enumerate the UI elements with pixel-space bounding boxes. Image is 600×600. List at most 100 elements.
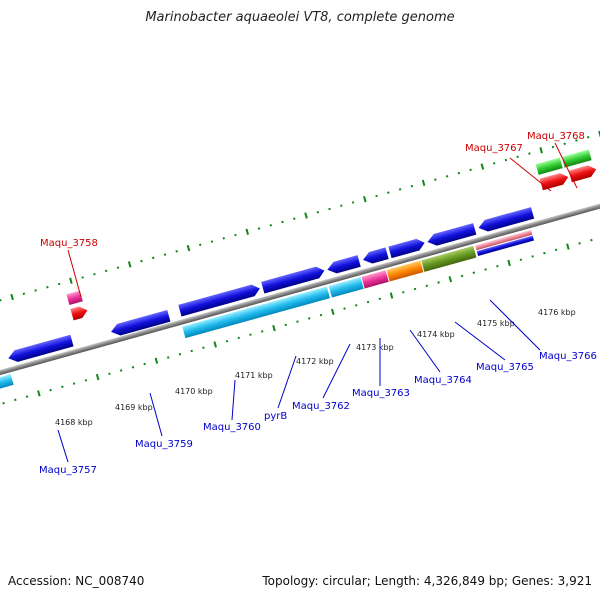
gene-label[interactable]: Maqu_3758 xyxy=(40,238,98,249)
minor-tick xyxy=(413,287,417,291)
gene-label[interactable]: Maqu_3760 xyxy=(203,422,261,433)
gene-label[interactable]: Maqu_3762 xyxy=(292,401,350,412)
minor-tick xyxy=(284,323,287,327)
gene-block-cyan-pyrB[interactable] xyxy=(182,286,330,339)
minor-tick xyxy=(293,217,296,220)
gene-arrow[interactable] xyxy=(261,265,326,294)
gene-label[interactable]: Maqu_3763 xyxy=(352,388,410,399)
minor-tick xyxy=(531,255,534,258)
major-tick xyxy=(37,390,41,397)
forward-strand-genes xyxy=(7,207,535,364)
minor-tick xyxy=(84,379,88,382)
minor-tick xyxy=(528,152,531,155)
major-tick xyxy=(507,259,511,267)
gene-arrow[interactable] xyxy=(426,223,477,248)
minor-tick xyxy=(143,362,146,366)
minor-tick xyxy=(328,207,331,211)
gene-label[interactable]: Maqu_3764 xyxy=(414,375,472,386)
gene-arrow[interactable] xyxy=(109,310,171,338)
minor-tick xyxy=(410,184,414,188)
gene-block-magenta[interactable] xyxy=(66,290,83,305)
gene-block-green[interactable] xyxy=(561,149,592,168)
tick-label: 4176 kbp xyxy=(538,308,576,317)
accession-text: Accession: NC_008740 xyxy=(8,574,145,588)
gene-arrow[interactable] xyxy=(326,255,361,275)
tick-label: 4169 kbp xyxy=(115,403,153,412)
gene-label[interactable]: Maqu_3765 xyxy=(476,362,534,373)
minor-tick xyxy=(178,353,182,356)
minor-tick xyxy=(210,240,214,243)
gene-arrow[interactable] xyxy=(178,283,261,317)
minor-tick xyxy=(175,250,178,253)
minor-tick xyxy=(198,243,202,247)
gene-arrow[interactable] xyxy=(361,247,389,265)
minor-tick xyxy=(355,304,358,307)
minor-tick xyxy=(504,158,508,162)
minor-tick xyxy=(296,320,299,323)
major-tick xyxy=(186,244,191,252)
gene-block-pink[interactable] xyxy=(475,229,533,251)
minor-tick xyxy=(460,274,464,278)
gene-label[interactable]: Maqu_3767 xyxy=(465,143,523,154)
gene-block-olive[interactable] xyxy=(421,245,477,272)
major-tick xyxy=(213,341,217,348)
topology-text: Topology: circular; Length: 4,326,849 bp… xyxy=(262,574,592,588)
minor-tick xyxy=(34,289,37,292)
gene-arrow-red[interactable] xyxy=(539,171,570,191)
minor-tick xyxy=(257,227,261,230)
minor-tick xyxy=(343,307,346,310)
minor-tick xyxy=(425,284,429,287)
genome-backbone xyxy=(0,193,600,386)
minor-tick xyxy=(351,201,355,204)
major-tick xyxy=(154,357,159,364)
gene-label[interactable]: Maqu_3766 xyxy=(539,351,597,362)
minor-tick xyxy=(57,282,61,286)
gene-block-magenta[interactable] xyxy=(361,270,389,289)
minor-tick xyxy=(402,291,405,294)
gene-arrow[interactable] xyxy=(7,334,74,364)
minor-tick xyxy=(516,155,519,159)
minor-tick xyxy=(387,191,390,194)
minor-tick xyxy=(445,175,449,178)
tick-track-outer xyxy=(0,130,600,302)
gene-block-green[interactable] xyxy=(535,157,563,175)
major-tick xyxy=(304,212,308,219)
outer-track-genes xyxy=(66,149,598,321)
gene-arrow-red[interactable] xyxy=(70,305,89,321)
gene-arrow[interactable] xyxy=(388,237,426,259)
gene-arrow-red[interactable] xyxy=(568,163,598,183)
minor-tick xyxy=(202,346,205,349)
major-tick xyxy=(389,292,394,299)
gene-block-cyan[interactable] xyxy=(328,277,364,298)
gene-label[interactable]: Maqu_3768 xyxy=(527,131,585,142)
minor-tick xyxy=(496,264,499,268)
minor-tick xyxy=(378,297,382,301)
gene-arrow[interactable] xyxy=(477,207,535,234)
minor-tick xyxy=(492,162,496,165)
minor-tick xyxy=(166,356,170,359)
minor-tick xyxy=(586,136,590,139)
gene-block-orange[interactable] xyxy=(386,260,424,282)
minor-tick xyxy=(366,300,370,304)
minor-tick xyxy=(14,398,17,402)
gene-label[interactable]: Maqu_3757 xyxy=(39,465,97,476)
gene-block-blue-thin[interactable] xyxy=(476,235,535,256)
bottom-gene-labels: Maqu_3757 Maqu_3759 Maqu_3760 pyrB Maqu_… xyxy=(39,351,597,476)
minor-tick xyxy=(2,401,5,405)
major-tick xyxy=(127,261,132,268)
functional-genes xyxy=(0,229,535,393)
minor-tick xyxy=(190,349,193,353)
minor-tick xyxy=(0,299,2,302)
minor-tick xyxy=(319,313,323,317)
minor-tick xyxy=(437,281,440,284)
tick-label: 4173 kbp xyxy=(356,343,394,352)
page-title: Marinobacter aquaeolei VT8, complete gen… xyxy=(145,10,455,25)
minor-tick xyxy=(554,248,558,252)
minor-tick xyxy=(543,251,546,255)
minor-tick xyxy=(22,292,26,295)
gene-label[interactable]: pyrB xyxy=(264,411,287,422)
major-tick xyxy=(480,163,485,170)
gene-label[interactable]: Maqu_3759 xyxy=(135,439,193,450)
minor-tick xyxy=(222,237,225,240)
gene-block-cyan[interactable] xyxy=(0,374,14,393)
